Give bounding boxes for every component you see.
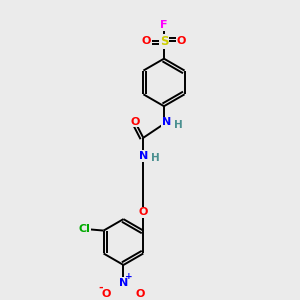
Text: N: N bbox=[119, 278, 128, 288]
Text: N: N bbox=[162, 117, 171, 128]
Text: O: O bbox=[136, 289, 145, 299]
Text: F: F bbox=[160, 20, 168, 30]
Text: O: O bbox=[102, 289, 111, 299]
Text: +: + bbox=[125, 272, 133, 281]
Text: H: H bbox=[151, 153, 159, 163]
Text: H: H bbox=[174, 120, 182, 130]
Text: O: O bbox=[139, 207, 148, 218]
Text: Cl: Cl bbox=[78, 224, 90, 234]
Text: O: O bbox=[142, 36, 151, 46]
Text: O: O bbox=[177, 36, 186, 46]
Text: -: - bbox=[98, 283, 103, 293]
Text: O: O bbox=[130, 117, 140, 127]
Text: N: N bbox=[139, 151, 148, 161]
Text: S: S bbox=[160, 35, 168, 48]
